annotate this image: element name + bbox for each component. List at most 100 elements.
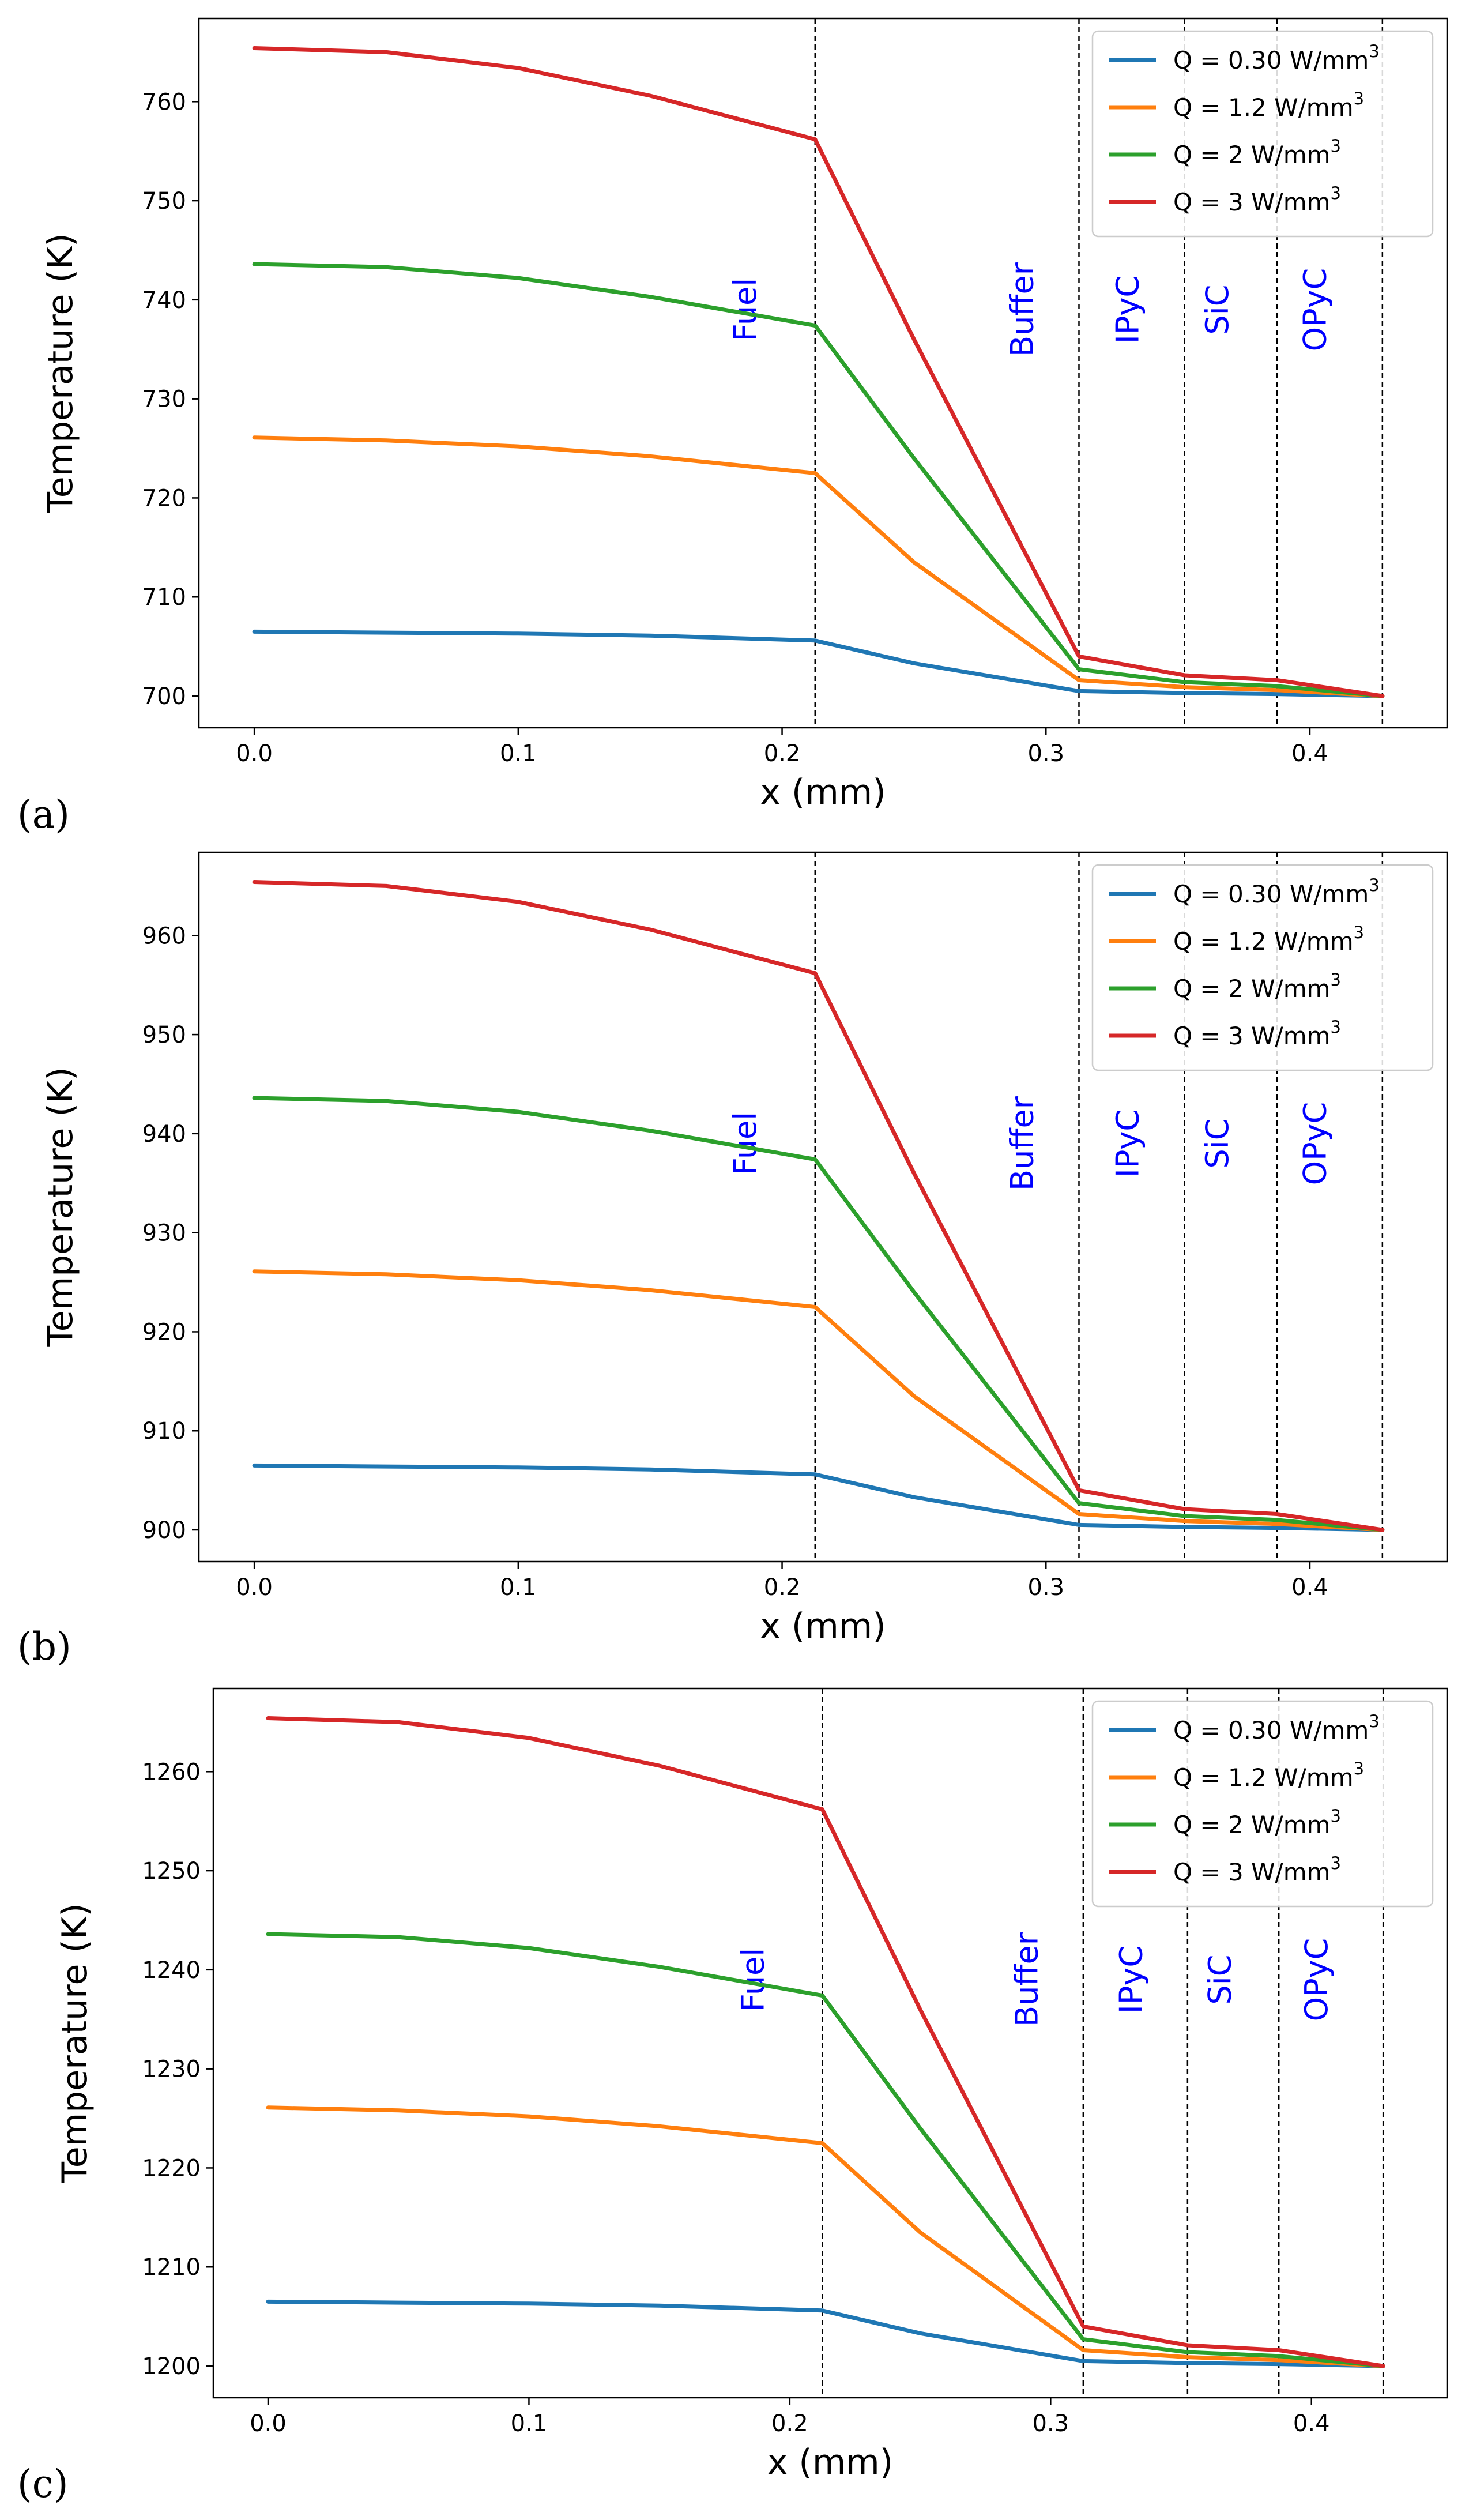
region-label-sic: SiC (1199, 285, 1236, 335)
y-tick-label: 1260 (142, 1759, 201, 1785)
x-tick-label: 0.1 (500, 1574, 537, 1601)
x-tick-label: 0.4 (1293, 2410, 1330, 2437)
x-tick-label: 0.4 (1291, 1574, 1328, 1601)
region-label-opyc: OPyC (1297, 268, 1333, 352)
region-label-sic: SiC (1199, 1119, 1236, 1169)
y-tick-label: 930 (142, 1220, 186, 1247)
x-axis-label: x (mm) (760, 772, 886, 813)
legend-entry: Q = 2 W/mm3 (1173, 1806, 1341, 1839)
legend-entry-label: Q = 3 W/mm (1173, 188, 1331, 216)
legend-entry: Q = 1.2 W/mm3 (1173, 1759, 1364, 1792)
y-tick-label: 940 (142, 1121, 186, 1148)
legend-entry-superscript: 3 (1331, 1017, 1341, 1037)
y-tick-label: 920 (142, 1319, 186, 1345)
legend-entry-superscript: 3 (1331, 1806, 1341, 1826)
series-line-q-1-2-w-mm3 (252, 435, 1385, 698)
chart-panel-c: 0.0 0.1 0.2 0.3 0.4 1200 1210 1220 1230 1240 1250 1… (17, 1687, 1448, 2506)
x-tick-label: 0.1 (511, 2410, 548, 2437)
legend-entry-label: Q = 1.2 W/mm (1173, 1763, 1354, 1792)
chart-panel-a: 0.0 0.1 0.2 0.3 0.4 700 710 720 730 740 750 760 x (m… (17, 17, 1448, 837)
plot-frame (198, 17, 1448, 729)
plot-frame (198, 851, 1448, 1563)
y-tick-label: 760 (142, 89, 186, 115)
y-tick-label: 1220 (142, 2155, 201, 2182)
series-line-q-3-w-mm3 (252, 880, 1385, 1532)
x-tick-label: 0.3 (1027, 740, 1064, 767)
panel-label: (a) (17, 792, 70, 837)
legend-entry: Q = 1.2 W/mm3 (1173, 923, 1364, 956)
series-line-q-0-30-w-mm3 (252, 1463, 1385, 1532)
region-label-buffer: Buffer (1004, 1096, 1040, 1191)
y-tick-label: 1240 (142, 1957, 201, 1984)
y-tick-label: 950 (142, 1022, 186, 1048)
series-line-q-2-w-mm3 (266, 1932, 1385, 2368)
region-label-ipyc: IPyC (1109, 276, 1146, 344)
region-label-opyc: OPyC (1297, 1102, 1333, 1186)
legend-entry: Q = 3 W/mm3 (1173, 183, 1341, 216)
legend-entry-label: Q = 1.2 W/mm (1173, 93, 1354, 122)
legend-entry-superscript: 3 (1369, 875, 1379, 895)
legend-entry-superscript: 3 (1369, 42, 1379, 61)
y-axis-label: Temperature (K) (40, 1067, 81, 1347)
x-tick-label: 0.0 (236, 740, 273, 767)
legend-entry-superscript: 3 (1354, 89, 1364, 108)
y-tick-label: 1210 (142, 2254, 201, 2281)
legend-entry-superscript: 3 (1331, 136, 1341, 156)
legend-entry: Q = 2 W/mm3 (1173, 136, 1341, 169)
series-line-q-2-w-mm3 (252, 1096, 1385, 1532)
region-label-sic: SiC (1201, 1955, 1238, 2005)
legend-entry: Q = 0.30 W/mm3 (1173, 1712, 1380, 1744)
legend-entry-superscript: 3 (1369, 1712, 1379, 1731)
series-line-q-1-2-w-mm3 (266, 2105, 1385, 2368)
legend-entry-label: Q = 3 W/mm (1173, 1022, 1331, 1050)
x-tick-label: 0.0 (236, 1574, 273, 1601)
y-tick-label: 960 (142, 923, 186, 949)
x-tick-label: 0.2 (764, 740, 801, 767)
y-tick-label: 900 (142, 1517, 186, 1544)
series-line-q-3-w-mm3 (252, 46, 1385, 698)
region-label-buffer: Buffer (1009, 1932, 1045, 2027)
y-tick-label: 750 (142, 188, 186, 215)
region-label-ipyc: IPyC (1113, 1946, 1150, 2014)
legend-entry-superscript: 3 (1354, 923, 1364, 942)
y-tick-label: 1200 (142, 2353, 201, 2380)
y-tick-label: 740 (142, 287, 186, 314)
series-line-q-3-w-mm3 (266, 1716, 1385, 2368)
y-tick-label: 730 (142, 386, 186, 413)
region-label-opyc: OPyC (1298, 1938, 1335, 2022)
y-tick-label: 700 (142, 683, 186, 710)
legend-entry: Q = 2 W/mm3 (1173, 970, 1341, 1003)
legend-entry-label: Q = 2 W/mm (1173, 975, 1331, 1003)
x-tick-label: 0.1 (500, 740, 537, 767)
legend-entry-superscript: 3 (1354, 1759, 1364, 1778)
legend-entry: Q = 1.2 W/mm3 (1173, 89, 1364, 122)
panel-label: (b) (17, 1624, 71, 1669)
y-axis-label: Temperature (K) (55, 1903, 95, 2183)
series-line-q-1-2-w-mm3 (252, 1269, 1385, 1532)
legend-box (1091, 30, 1434, 238)
chart-panel-b: 0.0 0.1 0.2 0.3 0.4 900 910 920 930 940 950 960 x (m… (17, 851, 1448, 1669)
x-tick-label: 0.4 (1291, 740, 1328, 767)
y-axis-label: Temperature (K) (40, 233, 81, 513)
y-tick-label: 710 (142, 584, 186, 611)
legend-entry-label: Q = 3 W/mm (1173, 1858, 1331, 1886)
legend-box (1091, 864, 1434, 1071)
legend-entry-superscript: 3 (1331, 183, 1341, 203)
x-tick-label: 0.2 (771, 2410, 808, 2437)
plot-frame (212, 1687, 1448, 2399)
legend-entry: Q = 3 W/mm3 (1173, 1017, 1341, 1050)
legend-entry: Q = 0.30 W/mm3 (1173, 42, 1380, 74)
x-axis-label: x (mm) (767, 2442, 893, 2483)
series-line-q-0-30-w-mm3 (266, 2299, 1385, 2368)
legend-entry-label: Q = 0.30 W/mm (1173, 1716, 1369, 1744)
x-tick-label: 0.3 (1027, 1574, 1064, 1601)
series-line-q-2-w-mm3 (252, 262, 1385, 698)
region-label-ipyc: IPyC (1109, 1109, 1146, 1178)
legend-entry-superscript: 3 (1331, 970, 1341, 990)
y-tick-label: 1250 (142, 1858, 201, 1885)
y-tick-label: 1230 (142, 2056, 201, 2083)
panel-label: (c) (17, 2462, 68, 2506)
